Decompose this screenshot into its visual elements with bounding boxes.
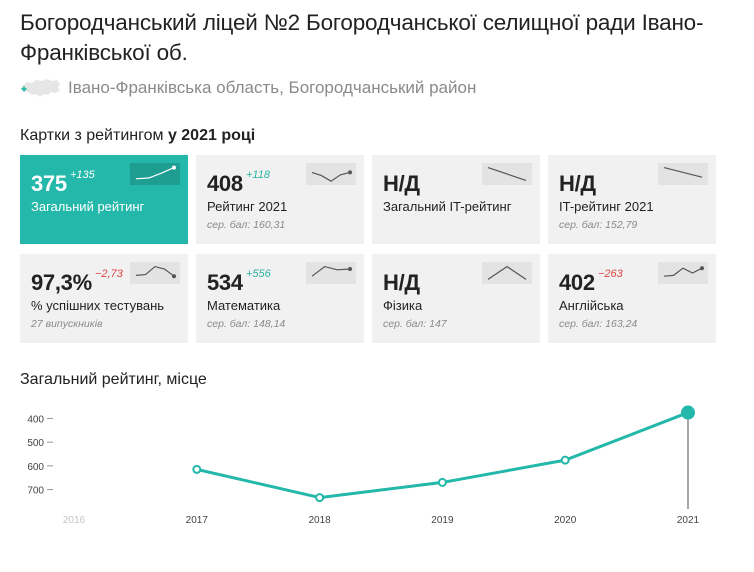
card-value: 97,3% [31,270,92,295]
card-label: Фізика [383,298,423,313]
overall-rating-chart: 400 500 600 700 2016 2017 2018 2019 2020 2021 [27,405,700,526]
card-value: 402 [559,270,595,295]
data-point[interactable] [681,405,695,420]
x-tick-label: 2020 [554,515,577,526]
card-delta: −2,73 [95,268,123,280]
y-tick-label: 700 [27,486,44,497]
rating-card[interactable]: Н/Д IT-рейтинг 2021 сер. бал: 152,79 [548,155,716,244]
x-tick-label: 2017 [186,515,209,526]
data-point[interactable] [437,477,447,487]
school-title: Богородчанський ліцей №2 Богородчанської… [20,10,704,65]
sparkline-icon [306,163,356,185]
card-subtext: сер. бал: 163,24 [559,318,638,330]
card-delta: −263 [598,268,623,280]
card-value: 375 [31,171,67,196]
region-text: Івано-Франківська область, Богородчанськ… [68,78,477,97]
card-subtext: сер. бал: 152,79 [559,219,638,231]
rating-card[interactable]: 534 +556 Математика сер. бал: 148,14 [196,254,364,343]
ukraine-map-icon [21,79,60,97]
card-label: IT-рейтинг 2021 [559,199,654,214]
card-label: % успішних тестувань [31,298,165,313]
region-row: Івано-Франківська область, Богородчанськ… [18,77,476,99]
card-value: Н/Д [559,171,596,196]
rating-card[interactable]: 375 +135 Загальний рейтинг [20,155,188,244]
rating-card[interactable]: 402 −263 Англійська сер. бал: 163,24 [548,254,716,343]
y-tick-label: 600 [27,462,44,473]
card-label: Математика [207,298,281,313]
x-tick-label: 2016 [63,515,86,526]
x-tick-label: 2019 [431,515,454,526]
card-subtext: сер. бал: 160,31 [207,219,286,231]
data-point[interactable] [560,455,570,465]
sparkline-icon [130,262,180,284]
card-value: 534 [207,270,243,295]
cards-heading-year: у 2021 році [167,127,256,144]
cards-heading: Картки з рейтингом у 2021 році [20,127,255,145]
sparkline-icon [482,262,532,284]
chart-heading: Загальний рейтинг, місце [20,371,207,388]
rating-card[interactable]: Н/Д Фізика сер. бал: 147 [372,254,540,343]
data-point[interactable] [192,464,202,474]
data-point[interactable] [315,493,325,503]
card-value: Н/Д [383,270,420,295]
x-tick-label: 2018 [308,515,331,526]
card-delta: +118 [246,169,270,181]
card-label: Загальний рейтинг [31,199,145,214]
y-tick-label: 500 [27,438,44,449]
rating-card[interactable]: 408 +118 Рейтинг 2021 сер. бал: 160,31 [196,155,364,244]
card-delta: +556 [246,268,271,280]
rating-card[interactable]: 97,3% −2,73 % успішних тестувань 27 випускн… [20,254,188,343]
cards-heading-prefix: Картки з рейтингом [20,127,164,144]
rating-cards-grid: 375 +135 Загальний рейтинг 408 +118 Рейтинг 2… [20,155,716,343]
sparkline-icon [482,163,532,185]
card-value: 408 [207,171,243,196]
rating-card[interactable]: Н/Д Загальний IT-рейтинг [372,155,540,244]
sparkline-icon [306,262,356,284]
x-tick-label: 2021 [677,515,700,526]
card-value: Н/Д [383,171,420,196]
card-label: Англійська [559,298,624,313]
card-subtext: 27 випускників [31,318,103,330]
sparkline-icon [130,163,180,185]
sparkline-icon [658,262,708,284]
sparkline-icon [658,163,708,185]
card-subtext: сер. бал: 147 [383,318,447,330]
card-subtext: сер. бал: 148,14 [207,318,286,330]
card-label: Рейтинг 2021 [207,199,288,214]
card-label: Загальний IT-рейтинг [383,199,512,214]
y-tick-label: 400 [27,414,44,425]
card-delta: +135 [70,169,95,181]
